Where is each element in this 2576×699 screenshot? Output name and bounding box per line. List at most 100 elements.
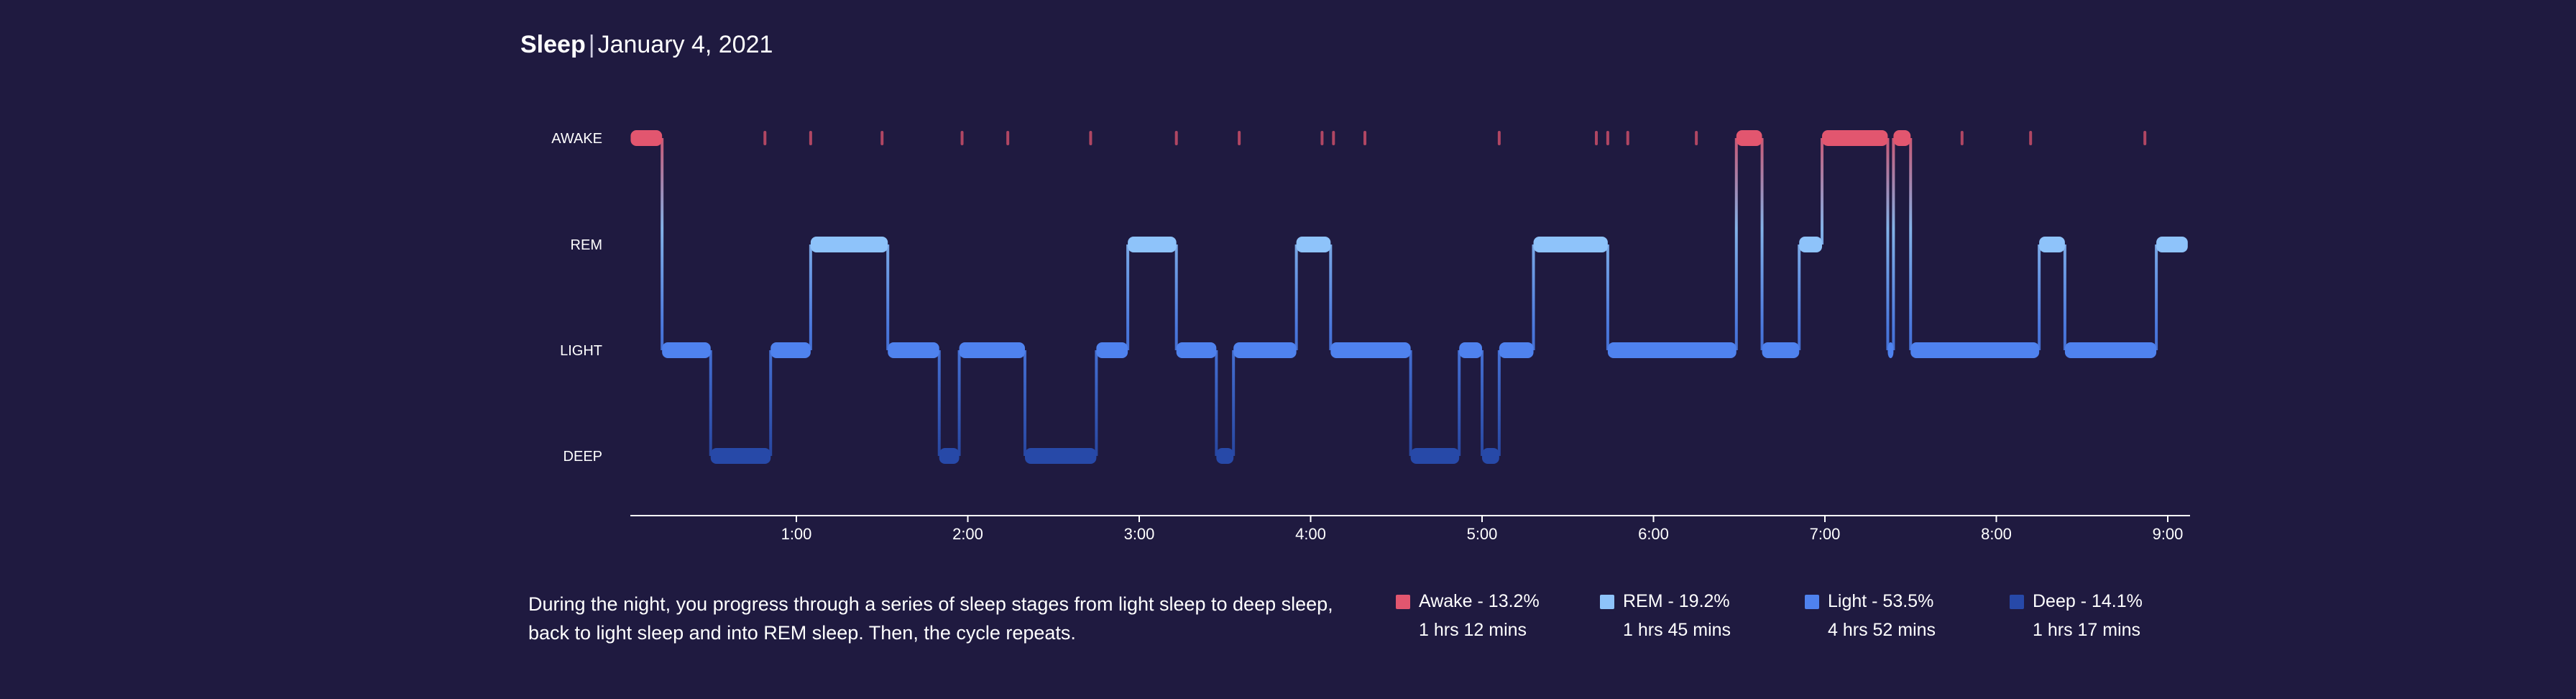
stage-bar-rem	[2156, 237, 2188, 252]
legend-label-awake: Awake - 13.2%	[1419, 591, 1540, 611]
stage-bar-awake	[1736, 130, 1762, 146]
stage-bar-light	[770, 342, 811, 358]
legend-duration-light: 4 hrs 52 mins	[1828, 620, 1936, 640]
x-tick-label: 2:00	[952, 525, 983, 543]
stage-transition	[957, 350, 961, 456]
stage-bar-deep	[1482, 448, 1499, 464]
stage-bar-light	[1459, 342, 1482, 358]
legend-deep: Deep - 14.1% 1 hrs 17 mins	[2010, 591, 2143, 641]
legend-rem: REM - 19.2% 1 hrs 45 mins	[1600, 591, 1731, 641]
stage-transition	[1458, 350, 1461, 456]
stage-transition	[1821, 138, 1824, 245]
stage-bar-deep	[710, 448, 771, 464]
brief-awakening-mark	[1960, 131, 1964, 145]
stage-transition	[1497, 350, 1501, 456]
x-tick-label: 7:00	[1810, 525, 1841, 543]
stage-bar-light	[1176, 342, 1217, 358]
legend-label-light: Light - 53.5%	[1828, 591, 1934, 611]
stage-bar-deep	[1410, 448, 1460, 464]
stage-transition	[1481, 350, 1484, 456]
title-separator: |	[588, 31, 595, 58]
legend-duration-rem: 1 hrs 45 mins	[1623, 620, 1731, 640]
legend-duration-deep: 1 hrs 17 mins	[2033, 620, 2141, 640]
stage-bar-rem	[1799, 237, 1823, 252]
brief-awakening-mark	[1238, 131, 1241, 145]
brief-awakening-mark	[1695, 131, 1698, 145]
stage-transition	[2063, 245, 2066, 350]
stage-transition	[809, 245, 812, 350]
legend-awake: Awake - 13.2% 1 hrs 12 mins	[1396, 591, 1540, 641]
brief-awakening-mark	[1363, 131, 1367, 145]
stage-transition	[1892, 138, 1895, 350]
stage-bar-awake	[1893, 130, 1911, 146]
legend-swatch-awake	[1396, 594, 1410, 609]
brief-awakening-mark	[1497, 131, 1501, 145]
legend-swatch-deep	[2010, 594, 2024, 609]
stage-label-rem: REM	[571, 237, 602, 253]
stage-transition	[1294, 245, 1298, 350]
stage-bar-rem	[1128, 237, 1177, 252]
stage-bar-light	[1607, 342, 1736, 358]
stage-label-awake: AWAKE	[551, 131, 602, 147]
stage-transition	[1909, 138, 1913, 350]
stage-transition	[1215, 350, 1218, 456]
stage-transition	[661, 138, 664, 350]
stage-transition	[1798, 245, 1801, 350]
stage-transition	[769, 350, 773, 456]
brief-awakening-mark	[2143, 131, 2147, 145]
stage-transition	[1760, 138, 1764, 350]
stage-bar-light	[1233, 342, 1297, 358]
stage-bar-light	[1887, 342, 1894, 358]
brief-awakening-mark	[1332, 131, 1335, 145]
x-tick-label: 9:00	[2153, 525, 2184, 543]
sleep-stages-chart: AWAKE REM LIGHT DEEP 1:00 2:00 3:00 4:00 5:00 6:…	[551, 130, 2190, 543]
legend-swatch-rem	[1600, 594, 1614, 609]
legend-duration-awake: 1 hrs 12 mins	[1419, 620, 1527, 640]
x-tick-label: 5:00	[1467, 525, 1498, 543]
stage-bar-rem	[1533, 237, 1608, 252]
x-tick-label: 6:00	[1638, 525, 1669, 543]
sleep-description: During the night, you progress through a…	[528, 593, 1333, 644]
stage-bar-light	[1762, 342, 1800, 358]
stage-bar-awake	[630, 130, 663, 146]
legend-light: Light - 53.5% 4 hrs 52 mins	[1805, 591, 1936, 641]
brief-awakening-mark	[2029, 131, 2033, 145]
stage-transition	[937, 350, 941, 456]
stage-transition	[709, 350, 712, 456]
stage-transition	[886, 245, 890, 350]
x-tick-label: 8:00	[1981, 525, 2012, 543]
x-tick-label: 4:00	[1295, 525, 1326, 543]
stage-transition	[1409, 350, 1412, 456]
stage-bar-light	[662, 342, 711, 358]
brief-awakening-mark	[1174, 131, 1178, 145]
stage-bar-light	[1096, 342, 1128, 358]
stage-bar-rem	[1296, 237, 1331, 252]
stage-label-light: LIGHT	[560, 343, 602, 359]
stage-bar-light	[1910, 342, 2040, 358]
legend-label-rem: REM - 19.2%	[1623, 591, 1730, 611]
brief-awakening-mark	[1089, 131, 1092, 145]
stage-bar-awake	[1822, 130, 1888, 146]
brief-awakening-mark	[809, 131, 812, 145]
legend-swatch-light	[1805, 594, 1819, 609]
brief-awakening-mark	[880, 131, 884, 145]
stage-bar-rem	[810, 237, 888, 252]
page-title: Sleep | January 4, 2021	[520, 27, 773, 62]
x-tick-label: 1:00	[781, 525, 812, 543]
brief-awakening-mark	[1595, 131, 1598, 145]
stage-bar-deep	[939, 448, 960, 464]
stage-transition	[1174, 245, 1178, 350]
title-main: Sleep	[520, 31, 586, 58]
stage-bar-light	[1330, 342, 1411, 358]
stage-label-deep: DEEP	[564, 449, 602, 465]
legend-label-deep: Deep - 14.1%	[2033, 591, 2143, 611]
brief-awakening-mark	[1606, 131, 1609, 145]
brief-awakening-mark	[960, 131, 964, 145]
stage-transition	[1024, 350, 1026, 456]
stage-bar-light	[1499, 342, 1534, 358]
stage-transition	[2038, 245, 2041, 350]
brief-awakening-mark	[763, 131, 767, 145]
stage-transition	[1606, 245, 1609, 350]
stage-bar-rem	[2039, 237, 2065, 252]
stage-transition	[2155, 245, 2158, 350]
